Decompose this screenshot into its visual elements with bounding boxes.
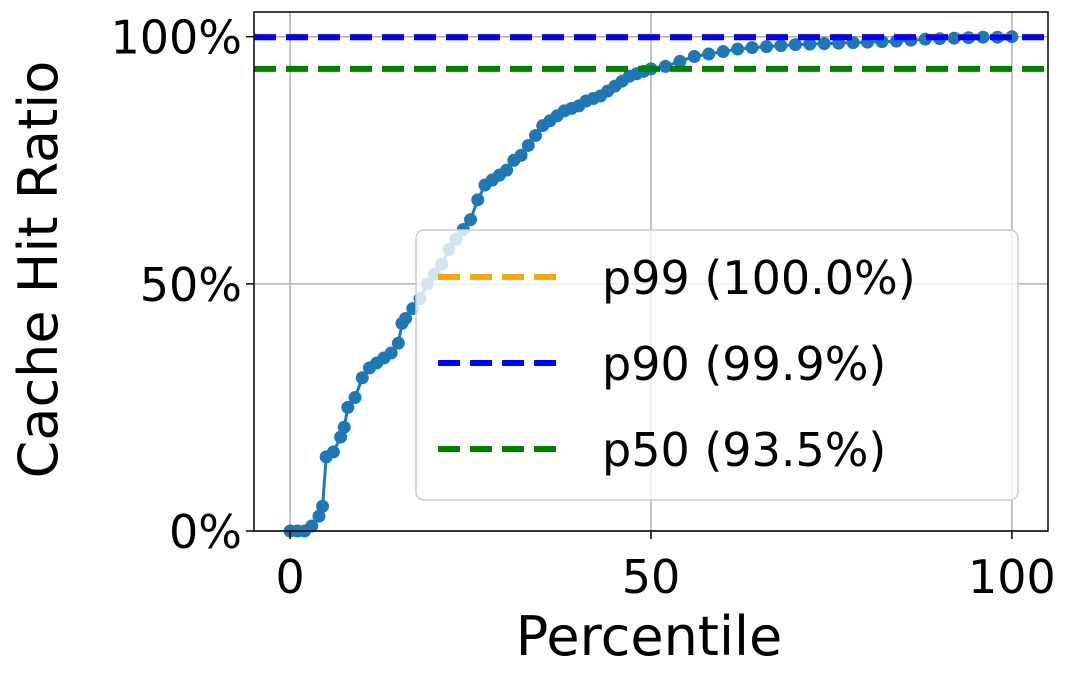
reference-lines bbox=[254, 33, 1048, 72]
cdf-point bbox=[673, 54, 687, 68]
cdf-point bbox=[316, 499, 330, 513]
cdf-point bbox=[399, 311, 413, 325]
legend-label: p99 (100.0%) bbox=[602, 251, 916, 305]
cdf-point bbox=[529, 129, 543, 143]
cdf-point bbox=[337, 420, 351, 434]
y-tick-label: 100% bbox=[110, 11, 242, 65]
axis-ticks: 0 50 100 0% 50% 100% bbox=[110, 11, 1055, 604]
cdf-point bbox=[759, 40, 773, 54]
cdf-point bbox=[384, 346, 398, 360]
cdf-point bbox=[471, 193, 485, 207]
cdf-point bbox=[716, 45, 730, 59]
cdf-point bbox=[305, 519, 319, 533]
y-axis-title: Cache Hit Ratio bbox=[7, 61, 70, 479]
x-axis-title: Percentile bbox=[516, 605, 782, 668]
cdf-point bbox=[464, 213, 478, 227]
cdf-point bbox=[341, 400, 355, 414]
cdf-point bbox=[702, 47, 716, 61]
x-tick-label: 100 bbox=[968, 550, 1056, 604]
cdf-point bbox=[803, 37, 817, 51]
cdf-point bbox=[334, 430, 348, 444]
cdf-point bbox=[312, 509, 326, 523]
cdf-point bbox=[348, 391, 362, 405]
cdf-point bbox=[500, 163, 514, 177]
x-tick-label: 0 bbox=[275, 550, 304, 604]
cdf-point bbox=[687, 49, 701, 63]
cdf-point bbox=[947, 31, 961, 45]
legend-label: p50 (93.5%) bbox=[602, 423, 886, 477]
cdf-point bbox=[774, 39, 788, 53]
y-tick-label: 0% bbox=[169, 505, 242, 559]
cdf-point bbox=[788, 38, 802, 52]
y-tick-label: 50% bbox=[140, 258, 242, 312]
x-tick-label: 50 bbox=[622, 550, 681, 604]
legend-label: p90 (99.9%) bbox=[602, 337, 886, 391]
cdf-point bbox=[391, 336, 405, 350]
cdf-point bbox=[817, 37, 831, 51]
cdf-point bbox=[521, 138, 535, 152]
cdf-point bbox=[514, 148, 528, 162]
cdf-point bbox=[731, 42, 745, 56]
legend-box bbox=[415, 229, 1019, 501]
cdf-point bbox=[658, 59, 672, 73]
cdf-point bbox=[326, 445, 340, 459]
legend: p99 (100.0%) p90 (99.9%) p50 (93.5%) bbox=[415, 229, 1019, 501]
cdf-point bbox=[355, 371, 369, 385]
cdf-point bbox=[745, 41, 759, 55]
